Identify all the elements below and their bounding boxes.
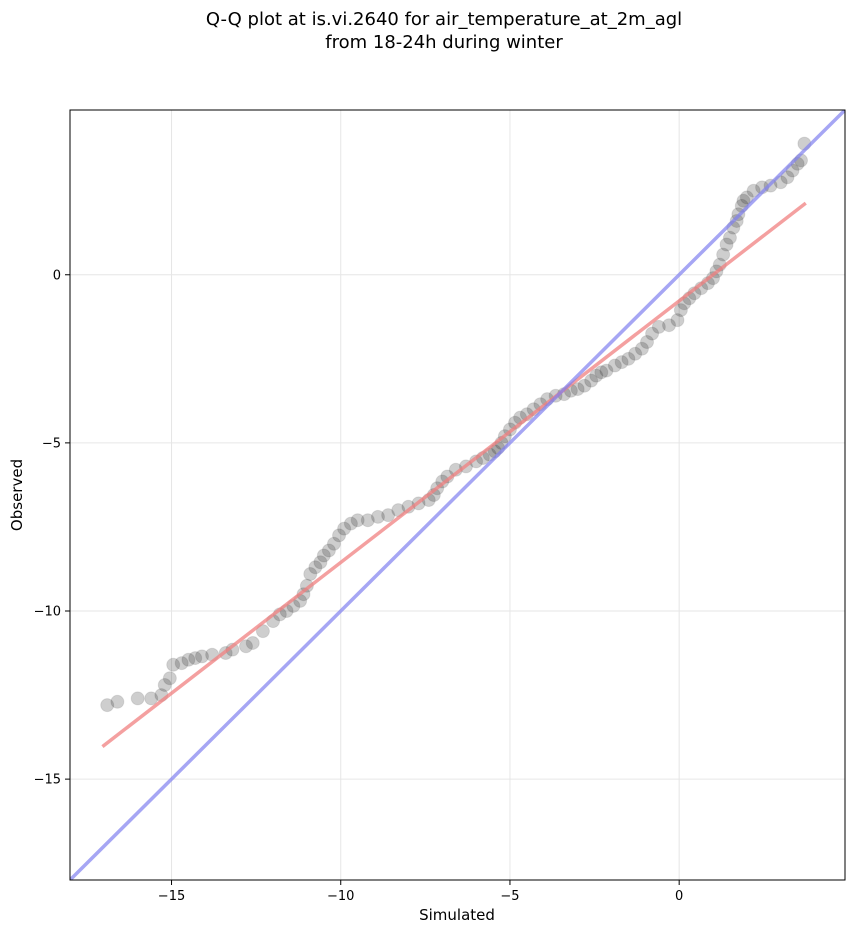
data-point [370,509,385,524]
data-point [719,237,734,252]
x-axis-label: Simulated [419,906,495,924]
data-point [662,318,677,333]
data-point [194,649,209,664]
x-tick-label: 0 [675,889,683,904]
x-tick-label: −15 [158,889,185,904]
data-point [628,346,643,361]
data-point [651,319,666,334]
fit-line [101,201,807,748]
data-point [729,213,744,228]
data-point [722,230,737,245]
y-axis-ticks: −15 −10 −5 0 [34,268,70,788]
data-point [181,652,196,667]
data-point [313,555,328,570]
data-point [174,656,189,671]
x-tick-label: −5 [500,889,519,904]
x-axis-ticks: −15 −10 −5 0 [158,880,683,904]
data-point [360,513,375,528]
data-point [645,326,660,341]
data-point [607,358,622,373]
data-point [162,671,177,686]
data-point [716,247,731,262]
data-point [100,698,115,713]
data-point [577,378,592,393]
data-point [381,508,396,523]
data-point [188,651,203,666]
chart-title-line-2: from 18-24h during winter [325,32,563,53]
data-point [326,536,341,551]
data-point [634,341,649,356]
y-tick-label: −15 [34,773,61,788]
chart-title-line-1: Q-Q plot at is.vi.2640 for air_temperatu… [206,9,682,30]
y-tick-label: −10 [34,605,61,620]
data-point [350,513,365,528]
data-point [584,373,599,388]
data-point [589,368,604,383]
data-point [599,363,614,378]
data-point [614,355,629,370]
data-point [110,694,125,709]
scatter-points [100,136,812,713]
data-point [343,516,358,531]
grid-lines [70,110,845,880]
data-point [316,548,331,563]
data-point [670,313,685,328]
data-point [594,365,609,380]
data-point [337,521,352,536]
data-point [238,639,253,654]
y-axis-label: Observed [8,459,26,531]
data-point [245,635,260,650]
identity-line [70,110,845,880]
data-point [157,677,172,692]
x-tick-label: −10 [327,889,354,904]
data-point [130,691,145,706]
data-point [166,657,181,672]
data-point [736,193,751,208]
data-point [673,303,688,318]
data-point [570,382,585,397]
data-point [332,528,347,543]
data-point [780,170,795,185]
data-point [746,183,761,198]
data-point [621,351,636,366]
reference-lines [70,110,845,880]
data-point [321,543,336,558]
y-tick-label: −5 [42,436,61,451]
y-tick-label: 0 [53,268,61,283]
data-point [144,691,159,706]
data-point [739,190,754,205]
plot-area-frame [69,109,846,881]
data-point [308,560,323,575]
data-point [303,567,318,582]
data-point [640,335,655,350]
